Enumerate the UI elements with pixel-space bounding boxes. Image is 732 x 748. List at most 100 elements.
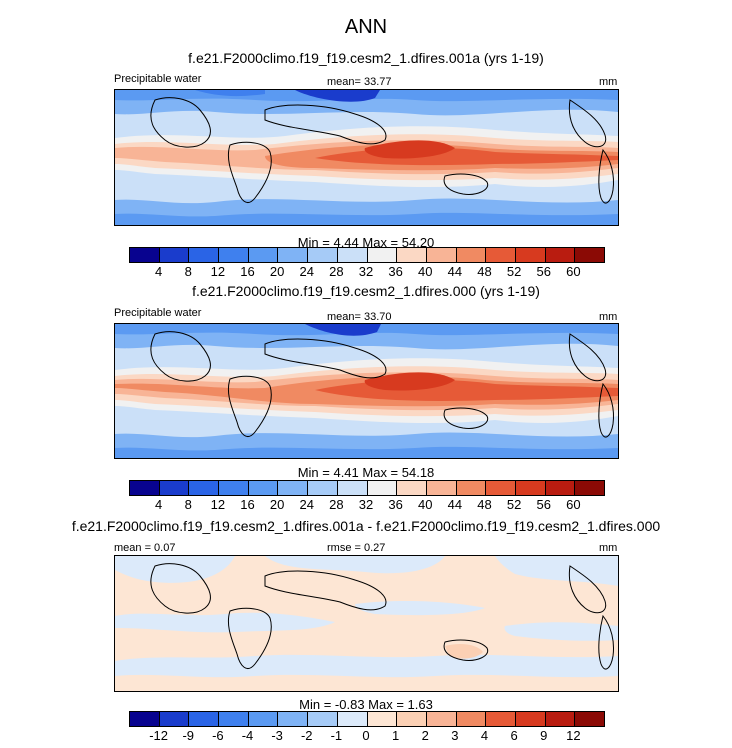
colorbar-tick-label: 2 bbox=[421, 728, 429, 743]
colorbar-tick-label: -1 bbox=[330, 728, 343, 743]
colorbar-tick-label: 20 bbox=[269, 264, 285, 279]
panel-2-title: f.e21.F2000climo.f19_f19.cesm2_1.dfires.… bbox=[192, 283, 540, 299]
colorbar-tick-label: -3 bbox=[271, 728, 283, 743]
colorbar-tick-label: -12 bbox=[149, 728, 169, 743]
colorbar-tick-label: 48 bbox=[477, 497, 492, 512]
panel-2-minmax: Min = 4.41 Max = 54.18 bbox=[297, 465, 435, 480]
colorbar-tick-label: 9 bbox=[540, 728, 548, 743]
colorbar-cell bbox=[189, 248, 220, 262]
colorbar-cell bbox=[219, 712, 249, 726]
colorbar-cell bbox=[159, 481, 190, 495]
colorbar-tick-label: 56 bbox=[536, 497, 551, 512]
colorbar-cell bbox=[426, 712, 457, 726]
colorbar-cell bbox=[545, 248, 576, 262]
colorbar-tick-label: 60 bbox=[566, 497, 581, 512]
colorbar-cell bbox=[337, 712, 368, 726]
colorbar-tick-label: 8 bbox=[184, 264, 192, 279]
colorbar-tick-label: 56 bbox=[536, 264, 551, 279]
colorbar-tick-label: 44 bbox=[447, 264, 463, 279]
colorbar-tick-label: 28 bbox=[329, 497, 344, 512]
panel-3-minmax: Min = -0.83 Max = 1.63 bbox=[299, 697, 433, 712]
colorbar-cell bbox=[189, 481, 220, 495]
colorbar-tick-label: 3 bbox=[451, 728, 459, 743]
colorbar-tick-label: 52 bbox=[506, 497, 522, 512]
colorbar-2-labels: 4 8 12 16 20 24 28 32 36 40 44 48 52 56 60 bbox=[129, 497, 603, 513]
colorbar-cell bbox=[367, 712, 398, 726]
colorbar-cell bbox=[219, 481, 249, 495]
colorbar-tick-label: -4 bbox=[241, 728, 254, 743]
colorbar-1-labels: 4 8 12 16 20 24 28 32 36 40 44 48 52 56 60 bbox=[129, 264, 603, 280]
colorbar-cell bbox=[219, 248, 249, 262]
colorbar-3 bbox=[129, 711, 605, 727]
colorbar-cell bbox=[367, 481, 398, 495]
panel-3-rmse-label: rmse = 0.27 bbox=[327, 542, 386, 554]
colorbar-tick-label: 6 bbox=[510, 728, 518, 743]
panel-3-map bbox=[114, 555, 619, 692]
colorbar-tick-label: 4 bbox=[480, 728, 489, 743]
colorbar-cell bbox=[515, 712, 546, 726]
panel-3-units-label: mm bbox=[599, 542, 618, 554]
colorbar-cell bbox=[486, 248, 516, 262]
colorbar-tick-label: 4 bbox=[155, 264, 163, 279]
colorbar-tick-label: 40 bbox=[418, 497, 433, 512]
colorbar-3-labels: -12 -9 -6 -4 -3 -2 -1 0 1 2 3 4 6 9 12 bbox=[129, 728, 603, 744]
colorbar-cell bbox=[308, 248, 338, 262]
panel-1-mean-label: mean= 33.77 bbox=[327, 76, 392, 88]
colorbar-tick-label: 36 bbox=[388, 264, 403, 279]
colorbar-tick-label: 48 bbox=[477, 264, 492, 279]
colorbar-tick-label: 32 bbox=[358, 497, 374, 512]
colorbar-tick-label: 16 bbox=[240, 264, 255, 279]
colorbar-cell bbox=[426, 481, 457, 495]
panel-1-map bbox=[114, 89, 619, 226]
colorbar-cell bbox=[575, 712, 604, 726]
colorbar-tick-label: 24 bbox=[299, 497, 314, 512]
colorbar-tick-label: 60 bbox=[566, 264, 581, 279]
panel-2-map bbox=[114, 323, 619, 459]
colorbar-cell bbox=[456, 481, 487, 495]
colorbar-cell bbox=[397, 248, 427, 262]
colorbar-tick-label: -9 bbox=[182, 728, 195, 743]
colorbar-tick-label: -2 bbox=[300, 728, 313, 743]
colorbar-tick-label: 24 bbox=[299, 264, 314, 279]
colorbar-tick-label: 28 bbox=[329, 264, 344, 279]
colorbar-cell bbox=[456, 248, 487, 262]
colorbar-cell bbox=[248, 481, 279, 495]
colorbar-cell bbox=[130, 248, 160, 262]
colorbar-cell bbox=[130, 712, 160, 726]
colorbar-tick-label: 12 bbox=[210, 264, 226, 279]
colorbar-cell bbox=[130, 481, 160, 495]
colorbar-cell bbox=[337, 481, 368, 495]
colorbar-cell bbox=[545, 712, 576, 726]
colorbar-tick-label: 4 bbox=[155, 497, 163, 512]
colorbar-tick-label: -6 bbox=[212, 728, 224, 743]
panel-2-variable-label: Precipitable water bbox=[114, 307, 202, 319]
colorbar-2 bbox=[129, 480, 605, 496]
colorbar-cell bbox=[248, 712, 279, 726]
colorbar-cell bbox=[575, 481, 604, 495]
colorbar-cell bbox=[545, 481, 576, 495]
colorbar-cell bbox=[575, 248, 604, 262]
colorbar-cell bbox=[308, 481, 338, 495]
panel-1-units-label: mm bbox=[599, 76, 618, 88]
colorbar-cell bbox=[456, 712, 487, 726]
colorbar-cell bbox=[159, 248, 190, 262]
colorbar-cell bbox=[515, 481, 546, 495]
colorbar-tick-label: 32 bbox=[358, 264, 374, 279]
colorbar-tick-label: 16 bbox=[240, 497, 255, 512]
colorbar-cell bbox=[515, 248, 546, 262]
colorbar-cell bbox=[278, 481, 309, 495]
colorbar-cell bbox=[159, 712, 190, 726]
colorbar-cell bbox=[308, 712, 338, 726]
figure-title: ANN bbox=[344, 16, 388, 38]
colorbar-cell bbox=[486, 712, 516, 726]
colorbar-cell bbox=[397, 712, 427, 726]
colorbar-tick-label: 20 bbox=[269, 497, 285, 512]
colorbar-tick-label: 1 bbox=[392, 728, 400, 743]
colorbar-tick-label: 52 bbox=[506, 264, 522, 279]
colorbar-cell bbox=[278, 248, 309, 262]
panel-3-title: f.e21.F2000climo.f19_f19.cesm2_1.dfires.… bbox=[71, 518, 661, 534]
panel-1-title: f.e21.F2000climo.f19_f19.cesm2_1.dfires.… bbox=[188, 50, 544, 66]
colorbar-cell bbox=[278, 712, 309, 726]
panel-1-variable-label: Precipitable water bbox=[114, 73, 202, 85]
panel-1-minmax: Min = 4.44 Max = 54.20 bbox=[297, 235, 435, 250]
